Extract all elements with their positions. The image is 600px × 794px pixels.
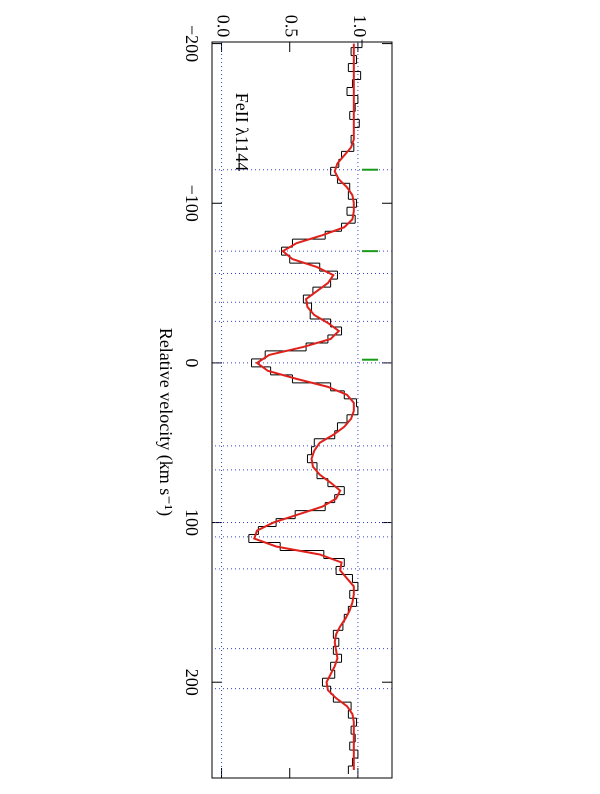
- x-tick-label: −200: [182, 25, 202, 62]
- x-tick-label: 0: [182, 358, 202, 367]
- x-tick-label: 200: [182, 669, 202, 696]
- annotation: FeII λ1144: [232, 93, 252, 172]
- plot-frame: [211, 41, 393, 779]
- x-axis-label: Relative velocity (km s⁻¹): [155, 328, 176, 516]
- fit-line: [253, 43, 355, 771]
- y-tick-label: 1.0: [350, 15, 370, 38]
- x-tick-label: −100: [182, 185, 202, 222]
- y-tick-label: 0.0: [213, 15, 233, 38]
- x-tick-label: 100: [182, 509, 202, 536]
- plot-area: FeII λ1144 Relative velocity (km s⁻¹) −2…: [155, 15, 393, 779]
- y-tick-label: 0.5: [282, 15, 302, 38]
